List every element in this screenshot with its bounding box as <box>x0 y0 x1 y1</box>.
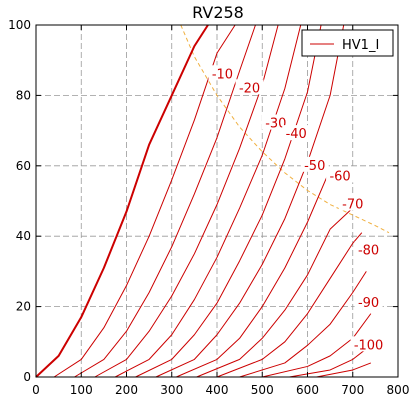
series-line-grid-90 <box>216 232 363 378</box>
axis-ticks: 0 100 200 300 400 500 600 700 800 0 20 40 60 80 100 <box>8 18 409 397</box>
curve-label-m60: -60 <box>329 169 350 184</box>
series-line-grid-20 <box>74 24 256 378</box>
series-line-grid-40 <box>114 24 302 378</box>
y-tick-label-0: 0 <box>23 370 31 384</box>
y-tick-label-100: 100 <box>8 18 31 32</box>
y-tick-label-40: 40 <box>16 229 31 243</box>
series-line-grid-50 <box>135 24 322 378</box>
series-layer <box>35 24 372 378</box>
legend-box <box>301 29 394 57</box>
curve-label-bg-m50 <box>300 156 329 172</box>
chart-title: RV258 <box>192 3 244 22</box>
grid-lines <box>36 25 398 377</box>
series-line-grid-120 <box>289 344 372 378</box>
x-tick-label-500: 500 <box>251 383 274 397</box>
curve-label-m100: -100 <box>354 338 384 353</box>
curve-label-m10: -10 <box>212 67 233 82</box>
dissipation-curve <box>180 24 390 234</box>
series-line-grid-80 <box>196 197 363 378</box>
series-line-grid-100 <box>239 271 367 378</box>
y-tick-label-80: 80 <box>16 88 31 102</box>
series-line-grid-110 <box>262 313 372 378</box>
curve-label-bg-m80 <box>354 241 383 257</box>
curve-label-m70: -70 <box>342 198 363 213</box>
curve-label-bg-m20 <box>235 79 264 95</box>
curve-label-m50: -50 <box>304 159 325 174</box>
series-line-grid-130 <box>316 362 372 378</box>
curve-label-m20: -20 <box>239 81 260 96</box>
curve-label-m80: -80 <box>358 243 379 258</box>
legend: HV1_I <box>301 29 394 57</box>
y-tick-label-20: 20 <box>16 300 31 314</box>
curve-label-bg-m60 <box>326 167 355 183</box>
curve-label-m90: -90 <box>358 296 379 311</box>
legend-label-hv1-i: HV1_I <box>342 38 379 53</box>
series-line-grid-60 <box>155 24 345 378</box>
curve-label-m30: -30 <box>265 117 286 132</box>
curve-label-bg-m10 <box>208 65 237 81</box>
curve-label-bg-m90 <box>354 294 383 310</box>
series-line-grid-30 <box>94 24 279 378</box>
x-tick-label-800: 800 <box>387 383 410 397</box>
x-tick-label-600: 600 <box>296 383 319 397</box>
series-line-grid-0 <box>35 24 209 378</box>
x-tick-label-100: 100 <box>70 383 93 397</box>
curve-label-bg-m40 <box>282 125 311 141</box>
curve-label-m40: -40 <box>286 127 307 142</box>
x-tick-label-400: 400 <box>206 383 229 397</box>
curve-label-bg-m100 <box>350 336 387 352</box>
y-tick-label-60: 60 <box>16 159 31 173</box>
x-tick-label-0: 0 <box>32 383 40 397</box>
x-tick-label-700: 700 <box>341 383 364 397</box>
x-tick-label-200: 200 <box>115 383 138 397</box>
dissipation-curve-layer <box>180 24 390 234</box>
curve-labels-layer: -10 -20 -30-40 -50 -60 -70 -80 -90 -100 <box>208 65 387 353</box>
curve-label-bg-m70 <box>338 195 367 211</box>
x-tick-label-300: 300 <box>160 383 183 397</box>
